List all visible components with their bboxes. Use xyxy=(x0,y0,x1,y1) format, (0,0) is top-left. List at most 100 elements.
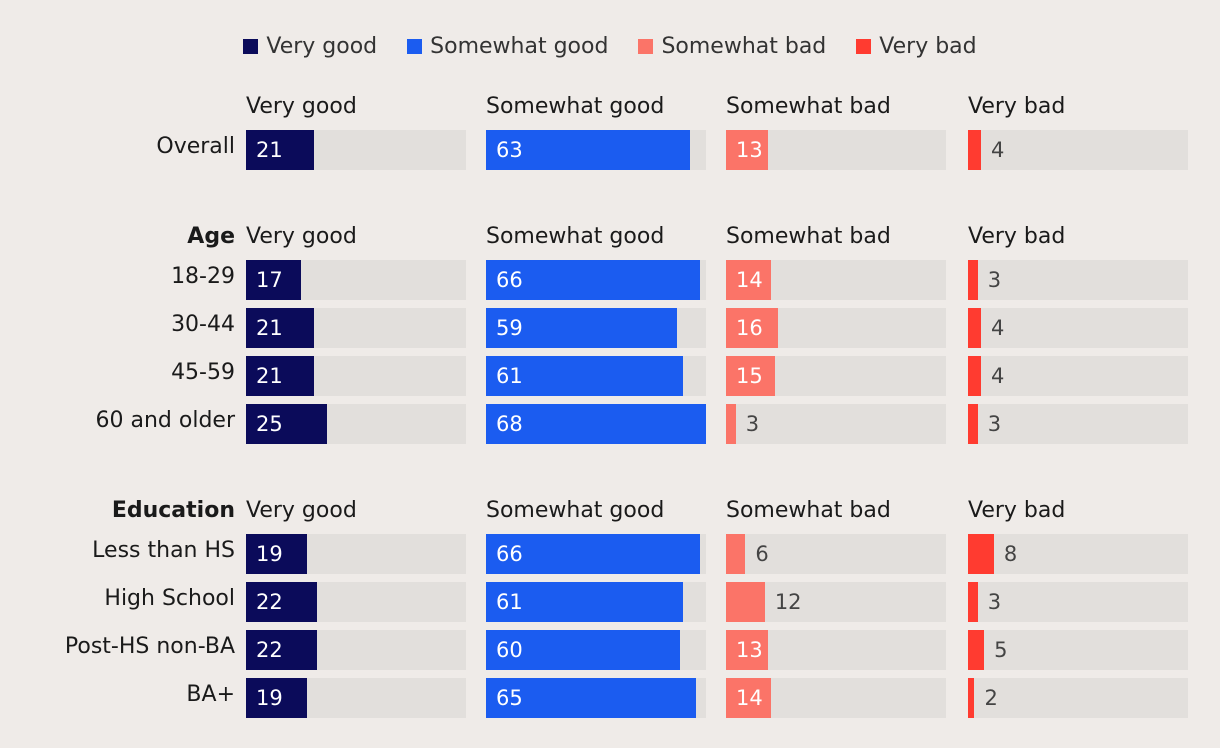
data-label: 19 xyxy=(256,686,283,710)
column-header: Somewhat good xyxy=(486,498,665,523)
data-label: 4 xyxy=(990,138,1005,162)
data-label: 21 xyxy=(256,316,283,340)
data-bar xyxy=(486,130,690,170)
data-label: 5 xyxy=(994,638,1008,662)
column-header: Very bad xyxy=(968,94,1066,119)
data-label: 19 xyxy=(256,542,283,566)
bar-track xyxy=(968,534,1188,574)
row-label: 30-44 xyxy=(171,312,235,337)
data-label: 3 xyxy=(745,412,760,436)
legend-item: Somewhat good xyxy=(407,34,608,59)
legend-label: Very good xyxy=(266,34,378,59)
data-bar xyxy=(726,534,746,574)
bar-track xyxy=(968,308,1188,348)
column-header: Very good xyxy=(246,94,357,119)
data-bar xyxy=(246,260,301,300)
data-bar xyxy=(968,308,981,348)
data-label: 4 xyxy=(990,364,1005,388)
bar-track xyxy=(968,260,1188,300)
bar-track xyxy=(968,356,1188,396)
data-label: 3 xyxy=(987,412,1002,436)
group-title: Education xyxy=(111,498,235,523)
legend-label: Somewhat bad xyxy=(661,34,827,59)
row-label: BA+ xyxy=(186,682,235,707)
chart-legend: Very good Somewhat good Somewhat bad Very b… xyxy=(0,34,1220,59)
data-label: 8 xyxy=(1003,542,1018,566)
data-bar xyxy=(246,534,308,574)
data-label: 63 xyxy=(496,138,523,162)
column-header: Somewhat bad xyxy=(726,498,891,523)
column-header: Very good xyxy=(246,224,357,249)
column-header: Somewhat good xyxy=(486,94,665,119)
data-label: 13 xyxy=(736,138,763,162)
data-bar xyxy=(968,582,978,622)
legend-item: Very good xyxy=(243,34,377,59)
data-bar xyxy=(726,678,772,718)
row-label: 60 and older xyxy=(95,408,236,433)
data-bar xyxy=(486,356,684,396)
data-bar xyxy=(726,260,772,300)
data-bar xyxy=(486,260,700,300)
data-label: 12 xyxy=(774,590,802,614)
legend-item: Very bad xyxy=(856,34,977,59)
group-title: Age xyxy=(187,224,235,249)
data-label: 15 xyxy=(736,364,763,388)
data-label: 4 xyxy=(990,316,1005,340)
data-bar xyxy=(246,356,314,396)
data-bar xyxy=(246,582,318,622)
data-label: 2 xyxy=(984,686,998,710)
legend-label: Very bad xyxy=(879,34,977,59)
data-bar xyxy=(246,630,318,670)
data-bar xyxy=(246,130,314,170)
column-header: Very bad xyxy=(968,224,1066,249)
row-label: Overall xyxy=(156,134,235,159)
data-bar xyxy=(968,130,981,170)
data-bar xyxy=(246,308,314,348)
column-header: Somewhat good xyxy=(486,224,665,249)
data-bar xyxy=(486,534,700,574)
data-bar xyxy=(726,630,769,670)
legend-swatch xyxy=(856,39,872,54)
data-label: 61 xyxy=(496,590,523,614)
data-label: 14 xyxy=(736,686,763,710)
bar-track xyxy=(726,534,946,574)
legend-swatch xyxy=(638,39,654,54)
column-header: Somewhat bad xyxy=(726,224,891,249)
data-label: 66 xyxy=(496,268,523,292)
bar-track xyxy=(968,630,1188,670)
data-bar xyxy=(486,404,706,444)
bar-track xyxy=(968,582,1188,622)
data-label: 59 xyxy=(496,316,523,340)
data-bar xyxy=(726,130,769,170)
row-label: Post-HS non-BA xyxy=(64,634,235,659)
data-bar xyxy=(246,678,308,718)
legend-swatch xyxy=(243,39,259,54)
data-label: 25 xyxy=(256,412,283,436)
column-header: Very bad xyxy=(968,498,1066,523)
data-bar xyxy=(968,260,978,300)
data-label: 17 xyxy=(256,268,283,292)
legend-item: Somewhat bad xyxy=(638,34,826,59)
data-label: 3 xyxy=(987,268,1002,292)
data-label: 21 xyxy=(256,138,283,162)
data-bar xyxy=(726,308,778,348)
row-label: Less than HS xyxy=(92,538,235,563)
data-bar xyxy=(726,582,765,622)
data-bar xyxy=(726,356,775,396)
data-label: 3 xyxy=(987,590,1002,614)
legend-swatch xyxy=(407,39,423,54)
bar-track xyxy=(968,678,1188,718)
row-label: 45-59 xyxy=(171,360,235,385)
data-bar xyxy=(968,678,975,718)
data-bar xyxy=(486,678,697,718)
column-header: Somewhat bad xyxy=(726,94,891,119)
row-label: High School xyxy=(104,586,235,611)
data-bar xyxy=(968,356,981,396)
data-bar xyxy=(486,308,677,348)
data-bar xyxy=(486,582,684,622)
legend-label: Somewhat good xyxy=(430,34,609,59)
data-label: 61 xyxy=(496,364,523,388)
row-label: 18-29 xyxy=(171,264,235,289)
data-label: 60 xyxy=(496,638,523,662)
